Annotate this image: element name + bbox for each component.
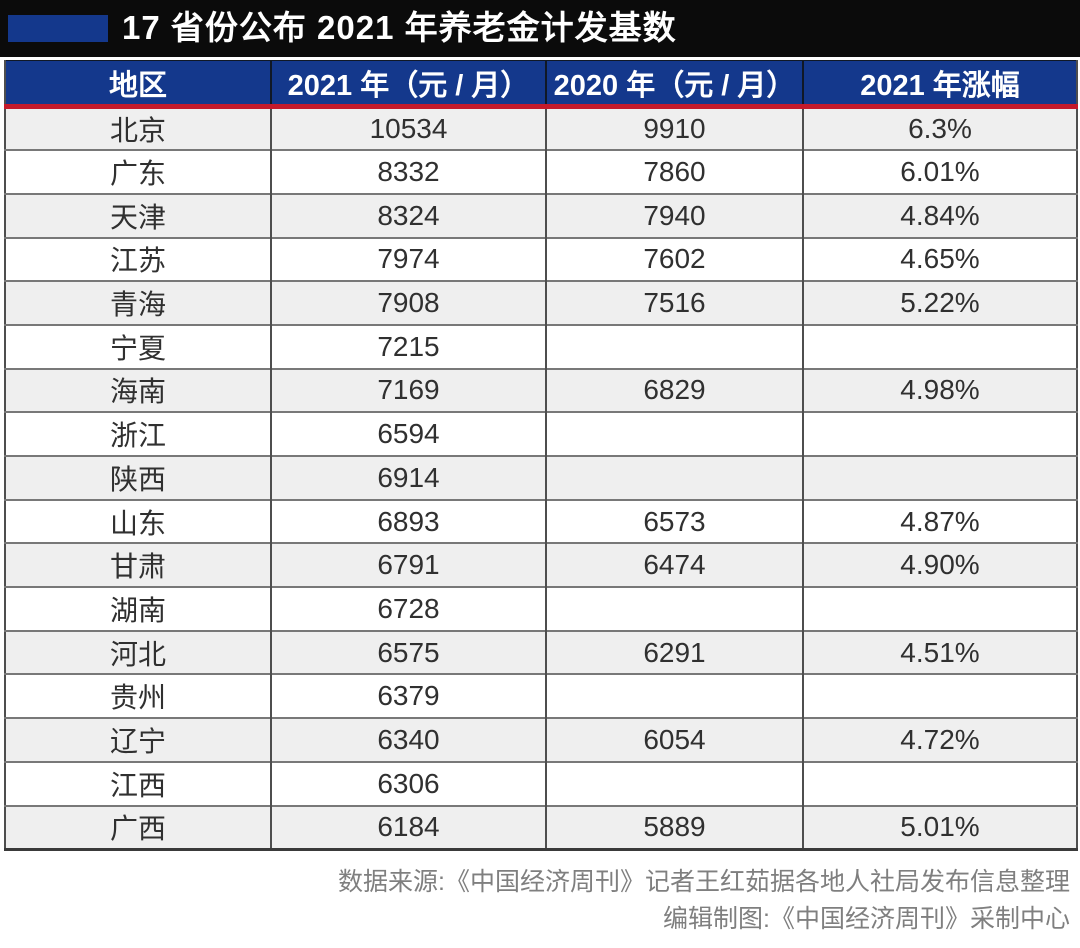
- cell-growth-value: 4.65%: [803, 236, 1077, 282]
- cell-2020-value: 6573: [546, 498, 804, 544]
- table-row: 贵州 6379: [5, 673, 1077, 719]
- cell-2021-value: 6340: [271, 717, 547, 762]
- cell-region: 贵州: [5, 673, 272, 719]
- table-row: 浙江 6594: [5, 411, 1077, 456]
- cell-growth-value: [803, 586, 1077, 631]
- cell-region: 江西: [5, 760, 272, 806]
- table-row: 天津 8324 7940 4.84%: [5, 192, 1077, 238]
- cell-region: 广东: [5, 149, 272, 194]
- cell-region: 河北: [5, 629, 272, 675]
- cell-2021-value: 6306: [271, 760, 547, 806]
- cell-region: 江苏: [5, 236, 272, 282]
- table-row: 甘肃 6791 6474 4.90%: [5, 542, 1077, 588]
- cell-2021-value: 7169: [271, 367, 547, 413]
- column-header-region: 地区: [5, 60, 272, 109]
- cell-2020-value: [546, 673, 804, 719]
- table-row: 海南 7169 6829 4.98%: [5, 367, 1077, 413]
- cell-2021-value: 6791: [271, 542, 547, 588]
- cell-2020-value: [546, 411, 804, 456]
- table-row: 北京 10534 9910 6.3%: [5, 105, 1077, 151]
- cell-growth-value: [803, 455, 1077, 500]
- table-row: 江苏 7974 7602 4.65%: [5, 236, 1077, 282]
- table-row: 湖南 6728: [5, 586, 1077, 631]
- table-header-row: 地区 2021 年（元 / 月） 2020 年（元 / 月） 2021 年涨幅: [5, 60, 1077, 109]
- cell-2020-value: 7860: [546, 149, 804, 194]
- cell-2020-value: 6054: [546, 717, 804, 762]
- cell-growth-value: 4.72%: [803, 717, 1077, 762]
- table-row: 陕西 6914: [5, 455, 1077, 500]
- cell-region: 海南: [5, 367, 272, 413]
- cell-region: 浙江: [5, 411, 272, 456]
- cell-2020-value: 5889: [546, 804, 804, 850]
- cell-region: 山东: [5, 498, 272, 544]
- cell-2021-value: 6728: [271, 586, 547, 631]
- page-title: 17 省份公布 2021 年养老金计发基数: [122, 9, 677, 46]
- cell-growth-value: [803, 323, 1077, 369]
- title-accent-marker: [8, 15, 108, 42]
- cell-region: 天津: [5, 192, 272, 238]
- cell-growth-value: 5.01%: [803, 804, 1077, 850]
- cell-2020-value: 6474: [546, 542, 804, 588]
- table-row: 青海 7908 7516 5.22%: [5, 280, 1077, 325]
- cell-2020-value: 7940: [546, 192, 804, 238]
- cell-growth-value: 4.87%: [803, 498, 1077, 544]
- footer: 数据来源:《中国经济周刊》记者王红茹据各地人社局发布信息整理 编辑制图:《中国经…: [0, 864, 1080, 938]
- footer-credit: 编辑制图:《中国经济周刊》采制中心: [663, 904, 1070, 933]
- cell-region: 宁夏: [5, 323, 272, 369]
- title-bar: 17 省份公布 2021 年养老金计发基数: [0, 0, 1080, 57]
- cell-2020-value: 6829: [546, 367, 804, 413]
- cell-2021-value: 7908: [271, 280, 547, 325]
- column-header-2021: 2021 年（元 / 月）: [271, 60, 547, 109]
- cell-2021-value: 6575: [271, 629, 547, 675]
- table-row: 江西 6306: [5, 760, 1077, 806]
- table-row: 广西 6184 5889 5.01%: [5, 804, 1077, 850]
- cell-2020-value: 7516: [546, 280, 804, 325]
- cell-2021-value: 8324: [271, 192, 547, 238]
- cell-region: 广西: [5, 804, 272, 850]
- cell-region: 北京: [5, 105, 272, 151]
- cell-growth-value: 6.01%: [803, 149, 1077, 194]
- cell-2020-value: 7602: [546, 236, 804, 282]
- cell-growth-value: 4.90%: [803, 542, 1077, 588]
- cell-growth-value: [803, 673, 1077, 719]
- cell-2021-value: 10534: [271, 105, 547, 151]
- cell-region: 青海: [5, 280, 272, 325]
- cell-2020-value: [546, 323, 804, 369]
- pension-table: 地区 2021 年（元 / 月） 2020 年（元 / 月） 2021 年涨幅 北京 1…: [4, 60, 1078, 851]
- cell-growth-value: 4.98%: [803, 367, 1077, 413]
- cell-2021-value: 6594: [271, 411, 547, 456]
- cell-region: 辽宁: [5, 717, 272, 762]
- column-header-2020: 2020 年（元 / 月）: [546, 60, 804, 109]
- cell-growth-value: [803, 760, 1077, 806]
- table-row: 山东 6893 6573 4.87%: [5, 498, 1077, 544]
- cell-2020-value: [546, 455, 804, 500]
- cell-growth-value: 6.3%: [803, 105, 1077, 151]
- cell-growth-value: 4.51%: [803, 629, 1077, 675]
- cell-2020-value: [546, 760, 804, 806]
- table-row: 辽宁 6340 6054 4.72%: [5, 717, 1077, 762]
- cell-growth-value: 4.84%: [803, 192, 1077, 238]
- table-row: 广东 8332 7860 6.01%: [5, 149, 1077, 194]
- table-row: 宁夏 7215: [5, 323, 1077, 369]
- cell-growth-value: [803, 411, 1077, 456]
- cell-2020-value: [546, 586, 804, 631]
- cell-2021-value: 7215: [271, 323, 547, 369]
- cell-2020-value: 6291: [546, 629, 804, 675]
- cell-region: 甘肃: [5, 542, 272, 588]
- cell-2020-value: 9910: [546, 105, 804, 151]
- cell-2021-value: 8332: [271, 149, 547, 194]
- cell-2021-value: 6914: [271, 455, 547, 500]
- column-header-growth: 2021 年涨幅: [803, 60, 1077, 109]
- cell-growth-value: 5.22%: [803, 280, 1077, 325]
- cell-2021-value: 6379: [271, 673, 547, 719]
- cell-2021-value: 6893: [271, 498, 547, 544]
- table-row: 河北 6575 6291 4.51%: [5, 629, 1077, 675]
- cell-region: 陕西: [5, 455, 272, 500]
- table-body: 北京 10534 9910 6.3% 广东 8332 7860 6.01% 天津 8324 7940…: [5, 105, 1077, 850]
- cell-region: 湖南: [5, 586, 272, 631]
- cell-2021-value: 6184: [271, 804, 547, 850]
- cell-2021-value: 7974: [271, 236, 547, 282]
- footer-source: 数据来源:《中国经济周刊》记者王红茹据各地人社局发布信息整理: [338, 867, 1070, 896]
